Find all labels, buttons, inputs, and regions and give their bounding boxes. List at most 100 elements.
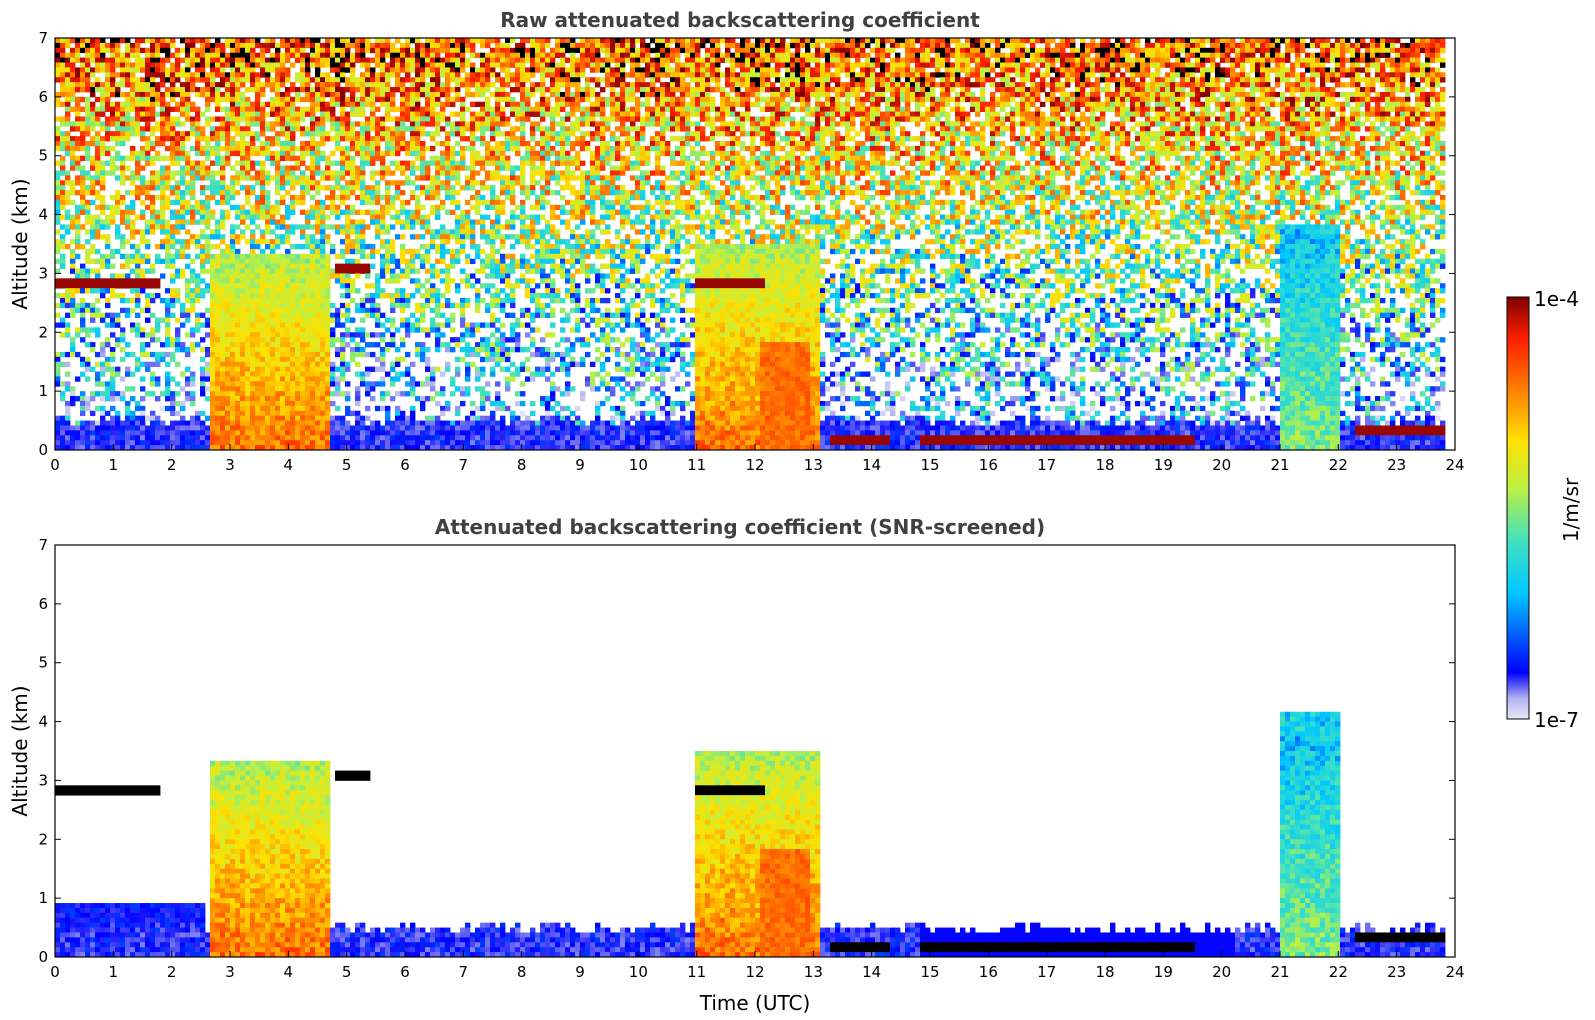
heatmap-cell bbox=[435, 445, 441, 451]
heatmap-cell bbox=[130, 288, 136, 294]
heatmap-cell bbox=[155, 337, 161, 343]
heatmap-cell bbox=[155, 396, 161, 402]
heatmap-cell bbox=[425, 258, 431, 265]
heatmap-cell bbox=[255, 224, 261, 230]
heatmap-cell bbox=[80, 297, 86, 304]
heatmap-cell bbox=[120, 430, 126, 436]
heatmap-cell bbox=[395, 327, 401, 333]
heatmap-cell bbox=[350, 126, 356, 132]
heatmap-cell bbox=[400, 96, 406, 103]
heatmap-cell bbox=[425, 91, 431, 98]
heatmap-cell bbox=[255, 351, 261, 358]
heatmap-cell bbox=[75, 283, 81, 289]
heatmap-cell bbox=[230, 342, 236, 348]
heatmap-cell bbox=[345, 150, 351, 157]
heatmap-cell bbox=[325, 322, 331, 328]
heatmap-cell bbox=[190, 38, 196, 44]
heatmap-cell bbox=[80, 307, 86, 314]
heatmap-cell bbox=[285, 258, 291, 265]
heatmap-cell bbox=[145, 91, 151, 98]
heatmap-cell bbox=[160, 244, 166, 250]
heatmap-cell bbox=[195, 91, 201, 98]
heatmap-cell bbox=[150, 337, 156, 343]
heatmap-cell bbox=[340, 293, 346, 299]
heatmap-cell bbox=[55, 190, 61, 196]
heatmap-cell bbox=[250, 371, 256, 377]
heatmap-cell bbox=[255, 435, 261, 441]
heatmap-cell bbox=[115, 87, 121, 93]
heatmap-cell bbox=[125, 116, 131, 122]
heatmap-cell bbox=[285, 405, 291, 412]
heatmap-cell bbox=[260, 425, 266, 431]
heatmap-cell bbox=[210, 263, 216, 269]
heatmap-cell bbox=[55, 194, 61, 201]
heatmap-cell bbox=[115, 337, 121, 343]
heatmap-cell bbox=[160, 72, 166, 78]
heatmap-cell bbox=[315, 180, 321, 186]
heatmap-cell bbox=[130, 244, 136, 250]
heatmap-cell bbox=[380, 57, 386, 63]
heatmap-cell bbox=[440, 293, 446, 299]
heatmap-cell bbox=[305, 175, 311, 181]
heatmap-cell bbox=[365, 293, 371, 299]
heatmap-cell bbox=[365, 351, 371, 358]
heatmap-cell bbox=[160, 273, 166, 279]
heatmap-cell bbox=[425, 356, 431, 363]
heatmap-cell bbox=[295, 420, 301, 426]
heatmap-cell bbox=[305, 185, 311, 191]
heatmap-cell bbox=[390, 278, 396, 284]
heatmap-cell bbox=[100, 145, 106, 152]
heatmap-cell bbox=[280, 366, 286, 372]
heatmap-cell bbox=[165, 302, 171, 309]
heatmap-cell bbox=[255, 430, 261, 436]
heatmap-cell bbox=[275, 288, 281, 294]
heatmap-cell bbox=[390, 376, 396, 382]
heatmap-cell bbox=[270, 381, 276, 387]
heatmap-cell bbox=[135, 131, 141, 137]
heatmap-cell bbox=[415, 425, 421, 431]
heatmap-cell bbox=[375, 126, 381, 132]
heatmap-cell bbox=[280, 126, 286, 132]
heatmap-cell bbox=[305, 38, 311, 44]
heatmap-cell bbox=[175, 72, 181, 78]
heatmap-cell bbox=[285, 47, 291, 54]
heatmap-cell bbox=[80, 302, 86, 309]
heatmap-cell bbox=[165, 445, 171, 451]
heatmap-cell bbox=[340, 199, 346, 206]
heatmap-cell bbox=[140, 435, 146, 441]
heatmap-cell bbox=[125, 425, 131, 431]
heatmap-cell bbox=[340, 278, 346, 284]
heatmap-cell bbox=[215, 430, 221, 436]
heatmap-cell bbox=[280, 194, 286, 201]
heatmap-cell bbox=[340, 425, 346, 431]
heatmap-cell bbox=[210, 400, 216, 407]
heatmap-cell bbox=[265, 209, 271, 215]
heatmap-cell bbox=[455, 258, 461, 265]
heatmap-cell bbox=[315, 72, 321, 78]
heatmap-cell bbox=[85, 190, 91, 196]
heatmap-cell bbox=[410, 101, 416, 108]
heatmap-cell bbox=[425, 170, 431, 176]
heatmap-cell bbox=[320, 327, 326, 333]
heatmap-cell bbox=[320, 82, 326, 88]
heatmap-cell bbox=[110, 430, 116, 436]
heatmap-cell bbox=[205, 371, 211, 377]
heatmap-cell bbox=[430, 273, 436, 279]
heatmap-cell bbox=[315, 283, 321, 289]
heatmap-cell bbox=[135, 293, 141, 299]
heatmap-cell bbox=[325, 391, 331, 397]
heatmap-cell bbox=[280, 268, 286, 274]
heatmap-cell bbox=[300, 224, 306, 230]
heatmap-cell bbox=[215, 219, 221, 225]
heatmap-cell bbox=[95, 165, 101, 171]
heatmap-cell bbox=[130, 415, 136, 421]
heatmap-cell bbox=[260, 185, 266, 191]
heatmap-cell bbox=[150, 312, 156, 318]
heatmap-cell bbox=[165, 145, 171, 152]
heatmap-cell bbox=[155, 283, 161, 289]
heatmap-cell bbox=[80, 155, 86, 162]
heatmap-cell bbox=[270, 209, 276, 215]
heatmap-cell bbox=[55, 145, 61, 152]
heatmap-cell bbox=[330, 126, 336, 132]
heatmap-cell bbox=[225, 106, 231, 112]
